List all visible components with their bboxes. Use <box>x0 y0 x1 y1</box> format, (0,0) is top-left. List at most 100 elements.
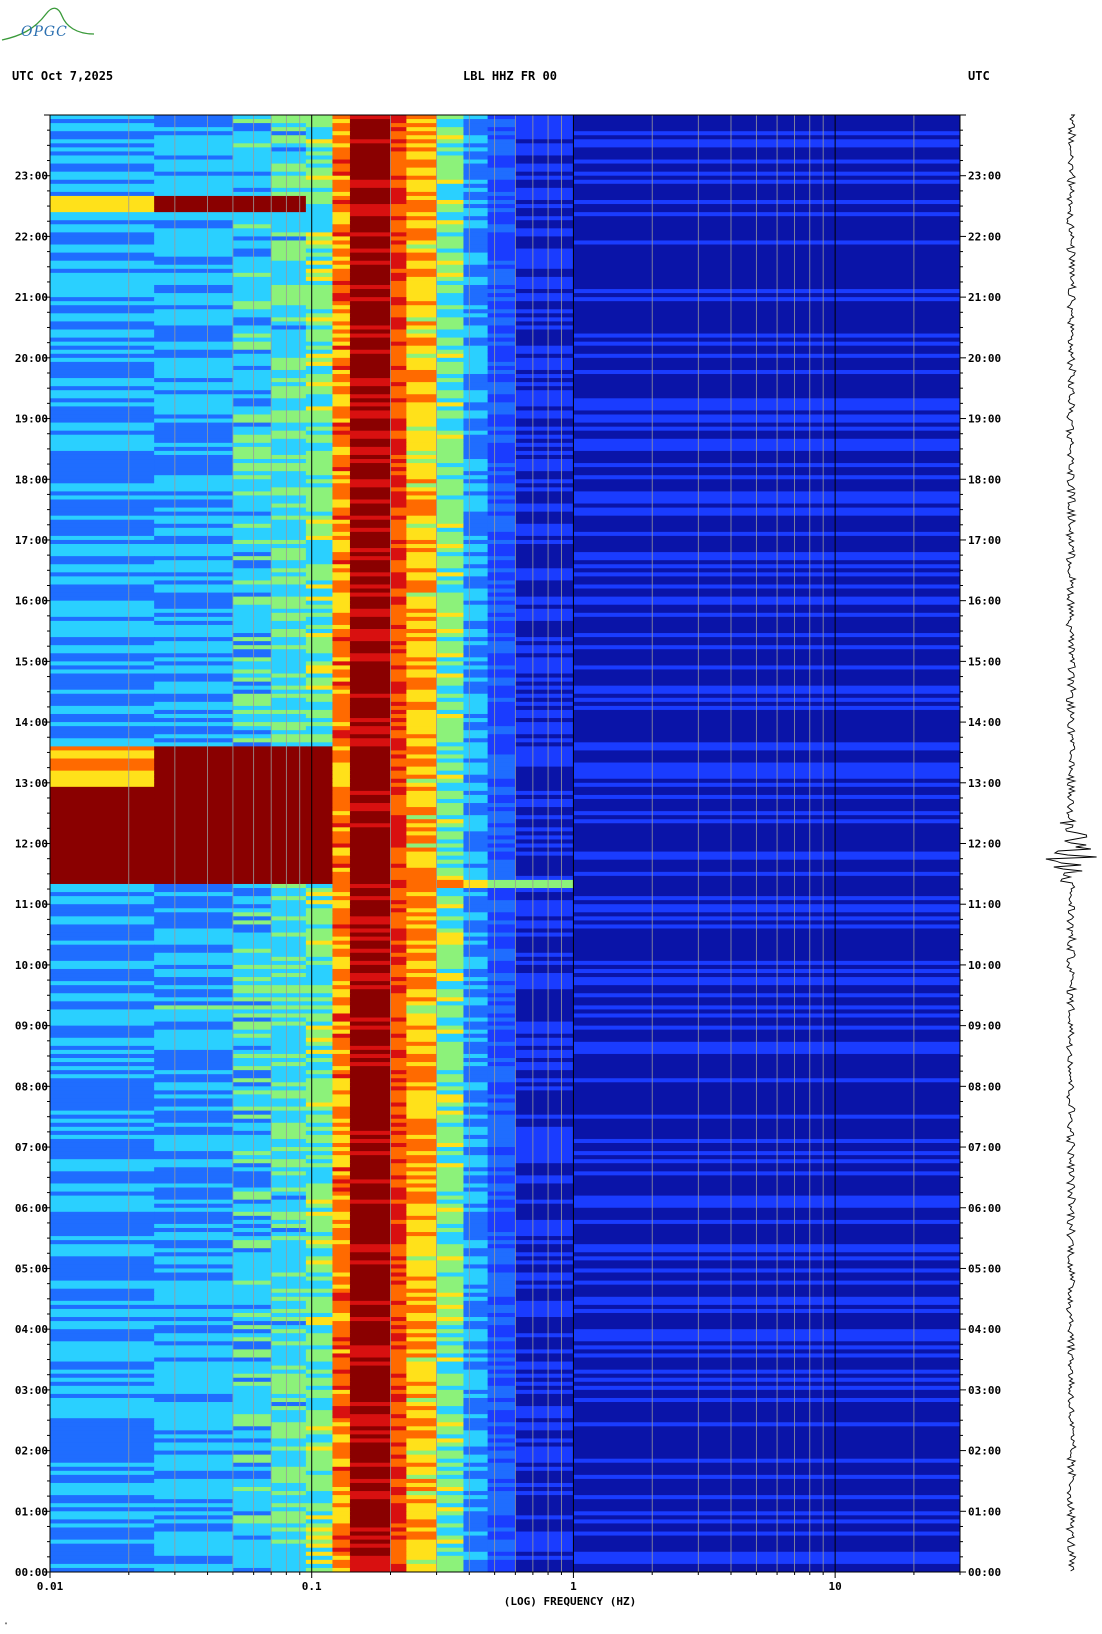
spectrogram-cell <box>515 964 574 970</box>
spectrogram-cell <box>332 467 351 472</box>
spectrogram-cell <box>406 653 438 658</box>
spectrogram-cell <box>305 1426 333 1431</box>
spectrogram-cell <box>390 1539 407 1545</box>
spectrogram-cell <box>436 1126 464 1132</box>
spectrogram-cell <box>332 944 351 950</box>
spectrogram-cell <box>487 1142 516 1148</box>
spectrogram-cell <box>487 815 516 820</box>
spectrogram-cell <box>349 1450 391 1456</box>
spectrogram-cell <box>271 1300 307 1306</box>
spectrogram-cell <box>463 507 489 513</box>
spectrogram-cell <box>463 1191 489 1197</box>
spectrogram-cell <box>573 1191 960 1197</box>
spectrogram-cell <box>349 790 391 796</box>
spectrogram-cell <box>515 386 574 391</box>
spectrogram-cell <box>436 1426 464 1431</box>
spectrogram-cell <box>154 892 234 897</box>
spectrogram-cell <box>349 467 391 472</box>
spectrogram-cell <box>487 531 516 537</box>
spectrogram-cell <box>271 730 307 735</box>
spectrogram-cell <box>349 1377 391 1383</box>
spectrogram-cell <box>436 179 464 185</box>
spectrogram-cell <box>515 459 574 464</box>
spectrogram-cell <box>573 1102 960 1108</box>
spectrogram-cell <box>349 127 391 132</box>
spectrogram-cell <box>515 1078 574 1083</box>
spectrogram-cell <box>436 329 464 335</box>
spectrogram-cell <box>436 997 464 1002</box>
spectrogram-cell <box>515 519 574 525</box>
spectrogram-cell <box>487 1033 516 1039</box>
spectrogram-cell <box>332 1317 351 1322</box>
spectrogram-cell <box>232 718 272 723</box>
spectrogram-cell <box>487 770 516 776</box>
spectrogram-cell <box>487 1029 516 1035</box>
spectrogram-cell <box>573 1045 960 1051</box>
spectrogram-cell <box>436 1487 464 1492</box>
spectrogram-cell <box>573 633 960 638</box>
spectrogram-cell <box>406 143 438 148</box>
spectrogram-cell <box>515 1474 574 1480</box>
spectrogram-cell <box>50 463 155 468</box>
spectrogram-cell <box>154 390 234 395</box>
spectrogram-cell <box>463 1535 489 1541</box>
spectrogram-cell <box>232 815 272 820</box>
spectrogram-cell <box>232 928 272 934</box>
spectrogram-cell <box>305 394 333 399</box>
spectrogram-cell <box>487 709 516 715</box>
spectrogram-cell <box>573 127 960 132</box>
spectrogram-cell <box>305 977 333 982</box>
spectrogram-cell <box>305 883 333 889</box>
spectrogram-cell <box>271 479 307 484</box>
spectrogram-cell <box>390 1215 407 1221</box>
spectrogram-cell <box>50 1236 155 1241</box>
spectrogram-cell <box>332 855 351 861</box>
spectrogram-cell <box>436 1361 464 1367</box>
spectrogram-cell <box>349 1070 391 1075</box>
spectrogram-cell <box>463 665 489 670</box>
spectrogram-cell <box>436 1410 464 1415</box>
spectrogram-cell <box>406 1183 438 1189</box>
spectrogram-cell <box>436 1001 464 1006</box>
spectrogram-cell <box>515 507 574 513</box>
spectrogram-cell <box>349 369 391 375</box>
spectrogram-cell <box>332 131 351 136</box>
spectrogram-cell <box>50 313 155 318</box>
spectrogram-cell <box>390 491 407 496</box>
spectrogram-cell <box>305 248 333 254</box>
spectrogram-cell <box>390 948 407 954</box>
spectrogram-cell <box>305 1450 333 1456</box>
spectrogram-cell <box>515 932 574 938</box>
spectrogram-cell <box>271 454 307 460</box>
spectrogram-cell <box>232 143 272 148</box>
spectrogram-cell <box>332 1078 351 1083</box>
spectrogram-cell <box>305 778 333 784</box>
spectrogram-cell <box>463 1426 489 1431</box>
spectrogram-cell <box>487 1199 516 1205</box>
spectrogram-cell <box>390 734 407 739</box>
spectrogram-cell <box>463 535 489 541</box>
spectrogram-cell <box>515 539 574 545</box>
spectrogram-cell <box>332 722 351 727</box>
spectrogram-cell <box>332 398 351 403</box>
spectrogram-cell <box>463 734 489 739</box>
spectrogram-cell <box>487 507 516 513</box>
spectrogram-cell <box>436 794 464 800</box>
spectrogram-cell <box>271 734 307 739</box>
spectrogram-cell <box>515 798 574 804</box>
spectrogram-cell <box>487 896 516 901</box>
spectrogram-cell <box>50 422 155 428</box>
spectrogram-cell <box>515 1268 574 1274</box>
spectrogram-cell <box>390 855 407 861</box>
spectrogram-cell <box>515 1049 574 1055</box>
spectrogram-cell <box>390 1021 407 1027</box>
spectrogram-cell <box>463 900 489 905</box>
spectrogram-cell <box>349 325 391 331</box>
spectrogram-cell <box>232 819 272 824</box>
spectrogram-cell <box>305 807 333 812</box>
spectrogram-cell <box>406 1029 438 1035</box>
spectrogram-cell <box>436 1474 464 1480</box>
spectrogram-cell <box>154 1470 234 1476</box>
spectrogram-cell <box>154 604 234 610</box>
spectrogram-cell <box>332 1070 351 1075</box>
